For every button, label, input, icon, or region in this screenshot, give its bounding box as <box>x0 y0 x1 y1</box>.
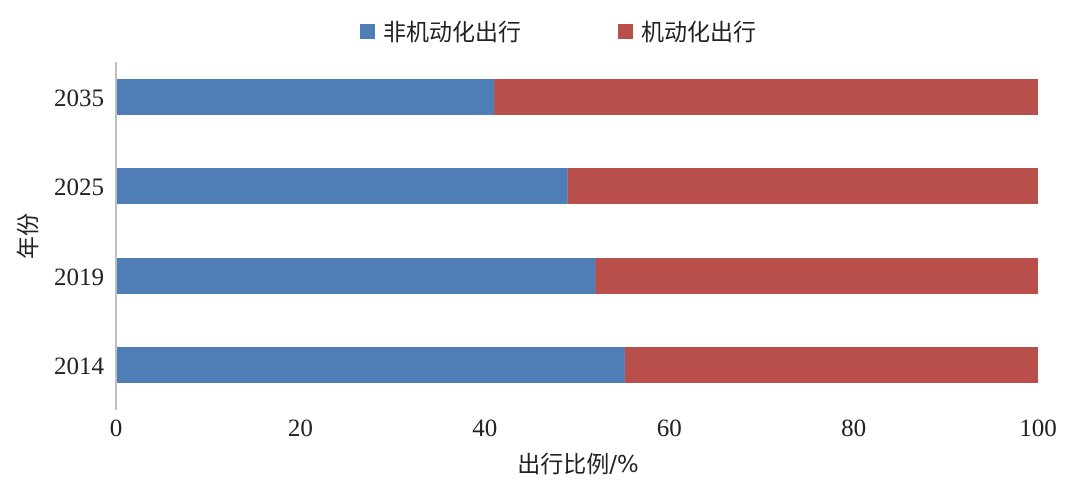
y-tick-label-2025: 2025 <box>54 174 104 201</box>
y-tick-label-2019: 2019 <box>54 264 104 291</box>
y-axis-title: 年份 <box>16 213 42 259</box>
bar-2014-non-motorized <box>116 347 625 383</box>
legend-swatch-non-motorized <box>360 24 375 39</box>
bar-2025-motorized <box>567 168 1038 204</box>
x-tick-label-40: 40 <box>472 415 497 442</box>
legend-swatch-motorized <box>618 24 633 39</box>
x-tick-label-100: 100 <box>1019 415 1057 442</box>
x-axis-title: 出行比例/% <box>517 452 639 478</box>
x-tick-label-20: 20 <box>288 415 313 442</box>
bar-2019-motorized <box>595 258 1038 294</box>
legend-label-non-motorized: 非机动化出行 <box>383 20 521 46</box>
x-tick-label-60: 60 <box>657 415 682 442</box>
x-tick-label-80: 80 <box>841 415 866 442</box>
bar-2014-motorized <box>624 347 1038 383</box>
bar-2025-non-motorized <box>116 168 568 204</box>
x-tick-labels: 0 20 40 60 80 100 <box>110 415 1057 442</box>
legend-label-motorized: 机动化出行 <box>641 20 756 46</box>
y-tick-label-2014: 2014 <box>54 353 105 380</box>
bar-2019-non-motorized <box>116 258 596 294</box>
y-tick-label-2035: 2035 <box>54 85 104 112</box>
bar-2035-non-motorized <box>116 79 495 115</box>
bars-layer <box>116 79 1038 383</box>
y-tick-labels: 2035 2025 2019 2014 <box>54 85 105 380</box>
legend: 非机动化出行 机动化出行 <box>360 20 756 46</box>
x-tick-label-0: 0 <box>110 415 123 442</box>
bar-2035-motorized <box>494 79 1038 115</box>
